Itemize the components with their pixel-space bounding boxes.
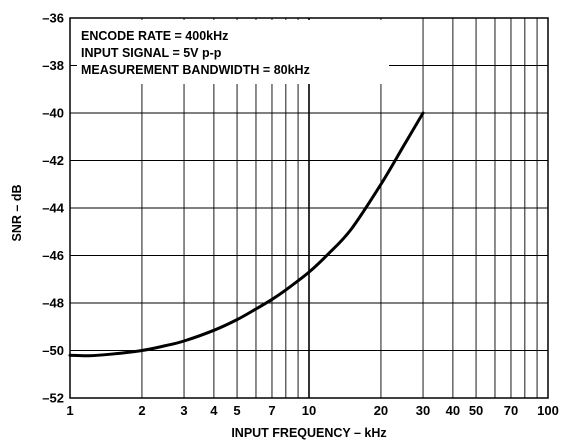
y-axis-title: SNR – dB xyxy=(10,185,24,242)
x-tick-label: 40 xyxy=(446,403,460,418)
y-tick-label: –44 xyxy=(42,201,64,216)
x-tick-label: 1 xyxy=(66,403,73,418)
x-tick-label: 10 xyxy=(302,403,316,418)
y-tick-label: –42 xyxy=(42,153,64,168)
plot-frame xyxy=(69,17,549,399)
y-tick-label: –46 xyxy=(42,248,64,263)
y-tick-labels: –52 –50 –48 –46 –44 –42 –40 –38 –36 xyxy=(42,11,64,406)
x-tick-label: 30 xyxy=(416,403,430,418)
y-tick-label: –48 xyxy=(42,296,64,311)
y-tick-label: –38 xyxy=(42,58,64,73)
y-tick-label: –50 xyxy=(42,343,64,358)
annotation-measurement-bandwidth: MEASUREMENT BANDWIDTH = 80kHz xyxy=(81,63,310,77)
x-tick-label: 3 xyxy=(180,403,187,418)
y-tick-label: –52 xyxy=(42,391,64,406)
x-tick-label: 2 xyxy=(138,403,145,418)
x-tick-label: 7 xyxy=(268,403,275,418)
annotation-input-signal: INPUT SIGNAL = 5V p-p xyxy=(81,46,222,60)
snr-curve xyxy=(68,111,425,358)
x-tick-label: 100 xyxy=(537,403,559,418)
x-tick-label: 50 xyxy=(469,403,483,418)
annotation-box xyxy=(77,20,389,84)
x-tick-label: 5 xyxy=(233,403,240,418)
x-axis-title: INPUT FREQUENCY – kHz xyxy=(231,426,386,440)
x-tick-label: 4 xyxy=(210,403,218,418)
annotation-encode-rate: ENCODE RATE = 400kHz xyxy=(81,29,228,43)
x-tick-label: 70 xyxy=(504,403,518,418)
y-tick-label: –40 xyxy=(42,106,64,121)
y-tick-label: –36 xyxy=(42,11,64,26)
x-tick-labels: 1 2 3 4 5 7 10 20 30 40 50 70 100 xyxy=(66,403,558,418)
x-tick-label: 20 xyxy=(374,403,388,418)
